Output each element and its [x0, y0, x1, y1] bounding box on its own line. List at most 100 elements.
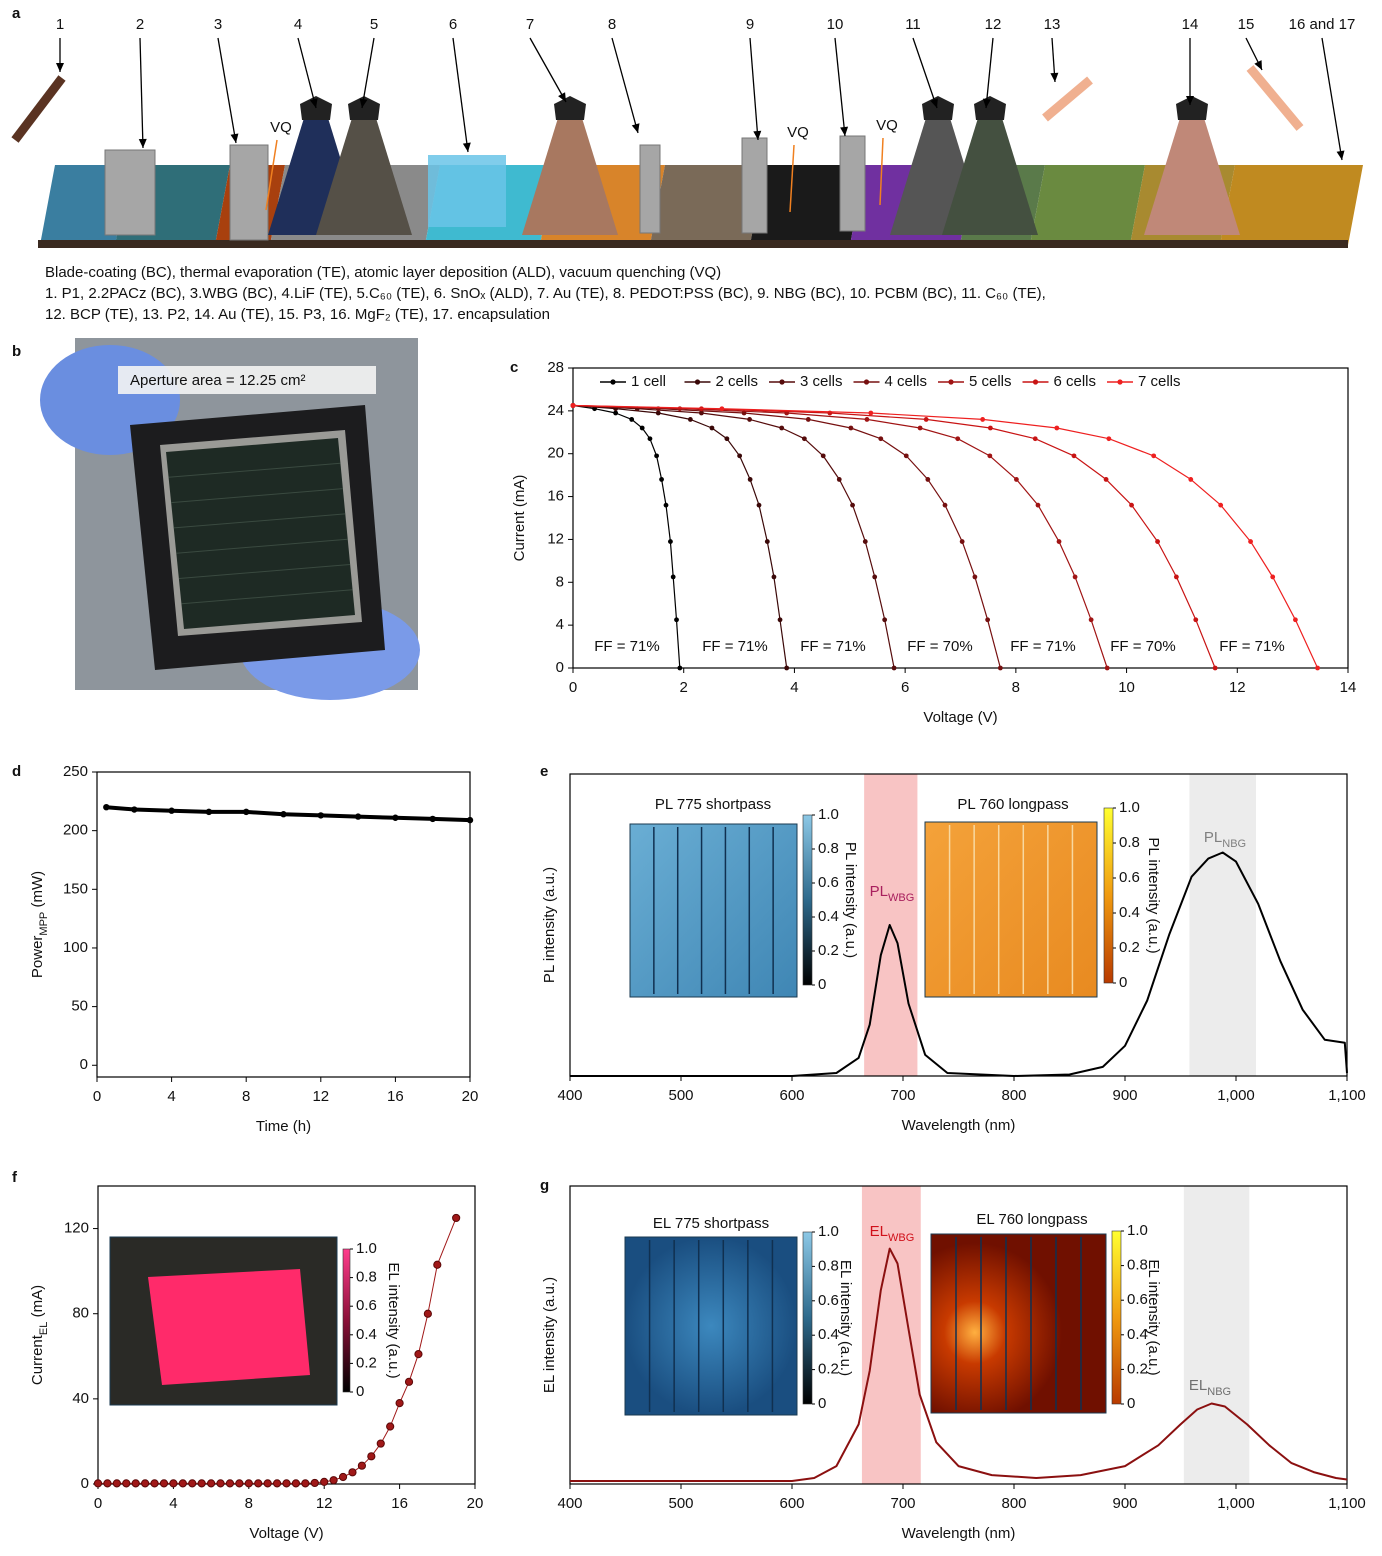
arrow-head: [840, 127, 849, 137]
y-tick-label: 4: [556, 616, 564, 633]
coater-blade: [230, 145, 268, 240]
annotation-sub: WBG: [888, 892, 914, 904]
legend-label: 4 cells: [885, 373, 928, 390]
laser-plate: [1045, 80, 1090, 118]
x-tick-label: 20: [462, 1088, 479, 1105]
step-label: 7: [526, 16, 534, 33]
data-point: [868, 411, 873, 416]
caption-line: 1. P1, 2.2PACz (BC), 3.WBG (BC), 4.LiF (…: [45, 285, 1046, 302]
colorbar-tick-label: 0.6: [1119, 869, 1140, 886]
step-label: 10: [827, 16, 844, 33]
data-point: [985, 617, 990, 622]
data-point: [179, 1480, 186, 1487]
step-label: 4: [294, 16, 302, 33]
legend-label: 6 cells: [1054, 373, 1097, 390]
series-line: [573, 406, 787, 669]
data-point: [648, 436, 653, 441]
data-point: [980, 417, 985, 422]
data-point: [659, 477, 664, 482]
data-point: [283, 1480, 290, 1487]
legend-label: 3 cells: [800, 373, 843, 390]
legend-marker: [1117, 379, 1122, 384]
inset-image: [931, 1234, 1106, 1413]
panel-letter: b: [12, 343, 21, 360]
x-tick-label: 700: [890, 1087, 915, 1104]
x-axis-label: Voltage (V): [249, 1525, 323, 1542]
substrate-edge: [38, 240, 1348, 248]
step-arrow: [750, 38, 758, 140]
legend-label: 5 cells: [969, 373, 1012, 390]
data-point: [453, 1214, 460, 1221]
legend-marker: [1033, 379, 1038, 384]
data-point: [1073, 575, 1078, 580]
data-point: [1174, 575, 1179, 580]
colorbar-label: EL intensity (a.u.): [385, 1262, 402, 1378]
data-point: [688, 417, 693, 422]
data-point: [640, 426, 645, 431]
colorbar-tick-label: 0.8: [356, 1269, 377, 1286]
data-point: [674, 617, 679, 622]
step-label: 2: [136, 16, 144, 33]
y-tick-label: 50: [71, 998, 88, 1015]
arrow-head: [632, 123, 642, 134]
caption-line: 12. BCP (TE), 13. P2, 14. Au (TE), 15. P…: [45, 306, 550, 323]
inset-image: [925, 822, 1097, 997]
data-point: [1014, 477, 1019, 482]
annotation: FF = 71%: [702, 638, 767, 655]
vq-label: VQ: [876, 117, 898, 134]
x-tick-label: 900: [1112, 1087, 1137, 1104]
colorbar-tick-label: 0: [356, 1383, 364, 1400]
data-point: [1033, 436, 1038, 441]
layer-strip: [1030, 165, 1145, 245]
x-axis-label: Time (h): [256, 1118, 311, 1135]
step-label: 9: [746, 16, 754, 33]
colorbar-tick-label: 0.2: [1127, 1360, 1148, 1377]
legend-label: 1 cell: [631, 373, 666, 390]
step-arrow: [913, 38, 937, 108]
data-point: [943, 503, 948, 508]
data-point: [724, 436, 729, 441]
data-point: [355, 813, 361, 819]
data-point: [1105, 666, 1110, 671]
data-point: [837, 477, 842, 482]
x-tick-label: 1,000: [1217, 1087, 1255, 1104]
arrow-head: [56, 63, 64, 72]
data-point: [656, 411, 661, 416]
data-point: [848, 426, 853, 431]
data-point: [1293, 617, 1298, 622]
step-label: 6: [449, 16, 457, 33]
photo-label: Aperture area = 12.25 cm²: [130, 372, 306, 389]
annotation-main: EL: [870, 1223, 888, 1240]
highlight-band: [1184, 1186, 1249, 1484]
y-tick-label: 150: [63, 880, 88, 897]
y-tick-label: 250: [63, 763, 88, 780]
colorbar-tick-label: 0.2: [818, 942, 839, 959]
data-point: [892, 666, 897, 671]
colorbar-label: PL intensity (a.u.): [842, 842, 859, 958]
step-label: 8: [608, 16, 616, 33]
colorbar-tick-label: 0.4: [818, 908, 839, 925]
data-point: [1315, 666, 1320, 671]
data-point: [613, 411, 618, 416]
step-arrow: [530, 38, 566, 102]
inset-image: [630, 824, 797, 997]
data-point: [368, 1453, 375, 1460]
annotation-sub: NBG: [1207, 1386, 1231, 1398]
data-point: [850, 503, 855, 508]
data-point: [988, 426, 993, 431]
highlight-band: [864, 774, 917, 1076]
y-tick-label: 200: [63, 822, 88, 839]
colorbar-tick-label: 1.0: [1127, 1222, 1148, 1239]
data-point: [94, 1480, 101, 1487]
x-tick-label: 12: [316, 1495, 333, 1512]
x-tick-label: 400: [557, 1495, 582, 1512]
colorbar-tick-label: 1.0: [818, 806, 839, 823]
legend-marker: [695, 379, 700, 384]
x-tick-label: 1,100: [1328, 1087, 1366, 1104]
series-line: [106, 807, 470, 820]
colorbar-tick-label: 0.6: [356, 1297, 377, 1314]
data-point: [280, 811, 286, 817]
x-tick-label: 0: [94, 1495, 102, 1512]
legend-label: 2 cells: [716, 373, 759, 390]
colorbar-tick-label: 0.4: [818, 1326, 839, 1343]
